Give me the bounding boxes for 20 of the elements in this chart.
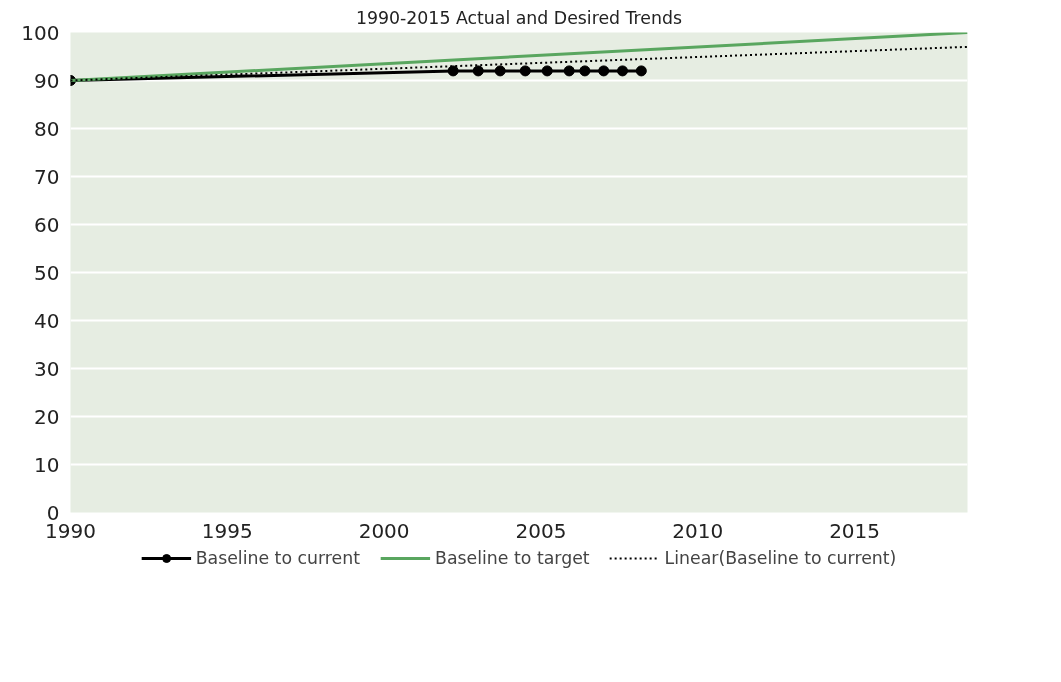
y-tick-label: 50 — [34, 260, 60, 285]
x-tick-label: 1995 — [201, 518, 253, 543]
y-tick-label: 20 — [34, 404, 60, 429]
y-tick-label: 0 — [46, 500, 60, 525]
y-tick-label: 70 — [34, 164, 60, 189]
y-tick-label: 10 — [34, 452, 60, 477]
y-tick-label: 40 — [34, 308, 60, 333]
x-tick-label: 2010 — [672, 518, 724, 543]
y-tick-label: 90 — [34, 68, 60, 93]
y-tick-label: 60 — [34, 212, 60, 237]
legend-label: Baseline to current — [195, 548, 361, 568]
x-tick-label: 2005 — [515, 518, 567, 543]
y-tick-label: 100 — [21, 20, 60, 45]
chart-title: 1990-2015 Actual and Desired Trends — [355, 7, 683, 28]
legend-label: Baseline to target — [435, 548, 590, 568]
y-tick-label: 80 — [34, 116, 60, 141]
y-tick-label: 30 — [34, 356, 60, 381]
x-tick-label: 2000 — [358, 518, 410, 543]
x-tick-label: 2015 — [829, 518, 881, 543]
legend-label: Linear(Baseline to current) — [664, 548, 897, 568]
